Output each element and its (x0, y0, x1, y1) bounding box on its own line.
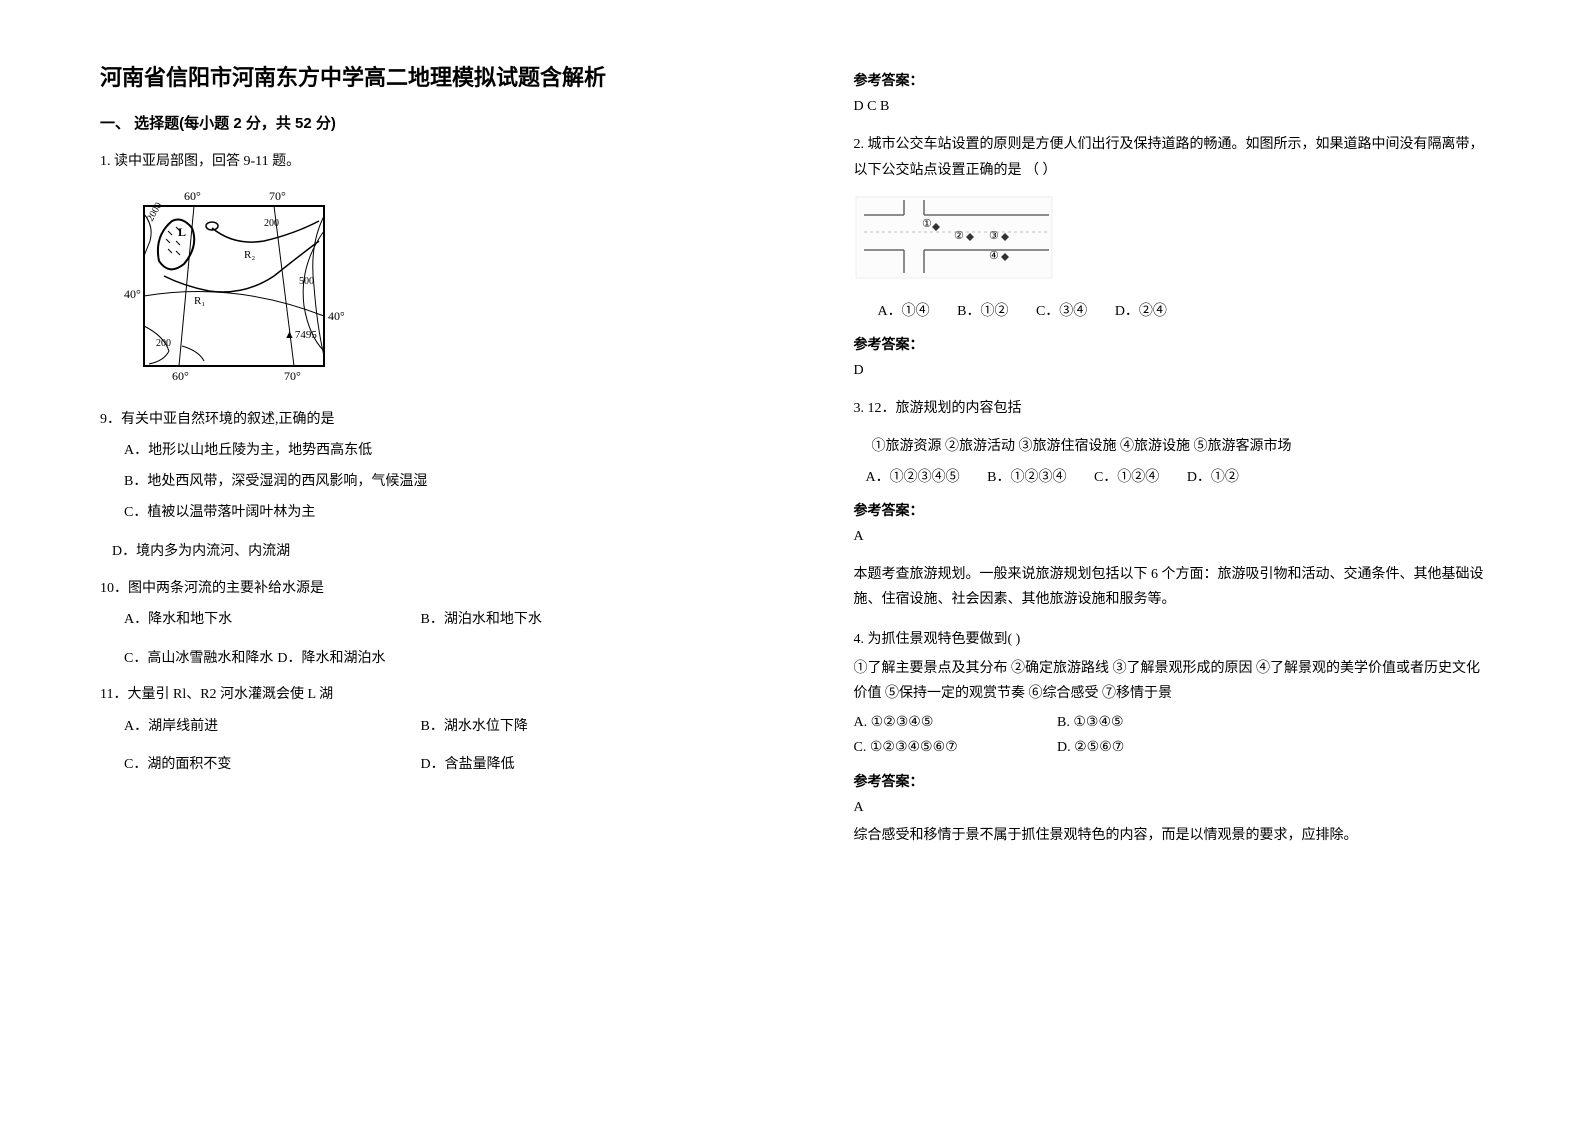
svg-text:40°: 40° (328, 309, 344, 323)
q2-opt-c: C．③④ (1036, 304, 1087, 319)
svg-text:④: ④ (989, 250, 999, 262)
svg-text:L: L (178, 225, 186, 239)
q2-ans: D (854, 360, 1488, 382)
q11-opt-b: B．湖水水位下降 (421, 712, 714, 743)
q4-opts-row1: A. ①②③④⑤ B. ①③④⑤ (854, 710, 1488, 735)
svg-text:60°: 60° (172, 369, 189, 383)
q1-prompt: 1. 读中亚局部图，回答 9-11 题。 (100, 149, 734, 174)
map-figure: L ▲7495 60° 70° 60° 70° 40° 40° R₁ R₂ (124, 186, 734, 391)
q3-opt-a: A．①②③④⑤ (866, 470, 960, 485)
q3-explain: 本题考查旅游规划。一般来说旅游规划包括以下 6 个方面：旅游吸引物和活动、交通条… (854, 562, 1488, 612)
q4-explain: 综合感受和移情于景不属于抓住景观特色的内容，而是以情观景的要求，应排除。 (854, 823, 1488, 848)
svg-text:R₂: R₂ (244, 249, 255, 261)
right-column: 参考答案： D C B 2. 城市公交车站设置的原则是方便人们出行及保持道路的畅… (794, 60, 1508, 1062)
svg-text:200: 200 (264, 218, 279, 229)
svg-text:500: 500 (299, 276, 314, 287)
q9-options: A．地形以山地丘陵为主，地势西高东低 B．地处西风带，深受湿润的西风影响，气候温… (124, 436, 734, 528)
q3-ans-label: 参考答案： (854, 500, 1488, 520)
q9-opt-c: C．植被以温带落叶阔叶林为主 (124, 498, 734, 529)
q3-text: 3. 12．旅游规划的内容包括 (854, 396, 1488, 421)
q11-opt-c: C．湖的面积不变 (124, 750, 417, 781)
q11-options-2: C．湖的面积不变 D．含盐量降低 (124, 750, 734, 781)
q3-items: ①旅游资源 ②旅游活动 ③旅游住宿设施 ④旅游设施 ⑤旅游客源市场 (872, 434, 1488, 459)
q9-opt-d: D．境内多为内流河、内流湖 (112, 537, 734, 568)
q4-opt-d: D. ②⑤⑥⑦ (1057, 735, 1124, 760)
q10-text: 10．图中两条河流的主要补给水源是 (100, 576, 734, 601)
q11-options: A．湖岸线前进 B．湖水水位下降 (124, 712, 734, 743)
q4-opt-b: B. ①③④⑤ (1057, 710, 1124, 735)
q4-ans-label: 参考答案： (854, 771, 1488, 791)
q2-text: 2. 城市公交车站设置的原则是方便人们出行及保持道路的畅通。如图所示，如果道路中… (854, 132, 1488, 182)
q9-opt-b: B．地处西风带，深受湿润的西风影响，气候温湿 (124, 467, 734, 498)
q3-opt-d: D．①② (1187, 470, 1239, 485)
bus-svg: ① ② ③ ④ (854, 195, 1054, 280)
bus-diagram: ① ② ③ ④ (854, 195, 1488, 285)
q9-text: 9．有关中亚自然环境的叙述,正确的是 (100, 407, 734, 432)
svg-text:40°: 40° (124, 287, 141, 301)
svg-text:70°: 70° (284, 369, 301, 383)
q3-opt-c: C．①②④ (1094, 470, 1159, 485)
q2-opt-b: B．①② (957, 304, 1008, 319)
q3-opt-b: B．①②③④ (987, 470, 1066, 485)
svg-text:③: ③ (989, 230, 999, 242)
q9-opt-a: A．地形以山地丘陵为主，地势西高东低 (124, 436, 734, 467)
q11-opt-a: A．湖岸线前进 (124, 712, 417, 743)
q3-ans: A (854, 526, 1488, 548)
svg-text:R₁: R₁ (194, 295, 205, 307)
q4-opts-row2: C. ①②③④⑤⑥⑦ D. ②⑤⑥⑦ (854, 735, 1488, 760)
q10-options-2: C．高山冰雪融水和降水 D．降水和湖泊水 (124, 644, 734, 675)
q10-opt-c: C．高山冰雪融水和降水 (124, 651, 273, 666)
map-svg: L ▲7495 60° 70° 60° 70° 40° 40° R₁ R₂ (124, 186, 344, 386)
q4-opt-a: A. ①②③④⑤ (854, 710, 1054, 735)
q2-options: A．①④ B．①② C．③④ D．②④ (878, 299, 1488, 324)
section-header: 一、 选择题(每小题 2 分，共 52 分) (100, 112, 734, 133)
page-title: 河南省信阳市河南东方中学高二地理模拟试题含解析 (100, 60, 734, 92)
q4-ans: A (854, 797, 1488, 819)
svg-text:②: ② (954, 230, 964, 242)
q4-opt-c: C. ①②③④⑤⑥⑦ (854, 735, 1054, 760)
q10-opt-a: A．降水和地下水 (124, 605, 417, 636)
q3-options: A．①②③④⑤ B．①②③④ C．①②④ D．①② (866, 465, 1488, 490)
q10-opt-b: B．湖泊水和地下水 (421, 605, 714, 636)
q11-text: 11．大量引 Rl、R2 河水灌溉会使 L 湖 (100, 682, 734, 707)
svg-text:200: 200 (156, 338, 171, 349)
left-column: 河南省信阳市河南东方中学高二地理模拟试题含解析 一、 选择题(每小题 2 分，共… (80, 60, 794, 1062)
ans1-val: D C B (854, 96, 1488, 118)
q11-opt-d: D．含盐量降低 (421, 750, 714, 781)
svg-text:60°: 60° (184, 189, 201, 203)
q10-opt-d: D．降水和湖泊水 (277, 651, 385, 666)
svg-text:2000: 2000 (145, 201, 165, 224)
ans1-label: 参考答案： (854, 70, 1488, 90)
q2-opt-d: D．②④ (1115, 304, 1167, 319)
q2-opt-a: A．①④ (878, 304, 930, 319)
q4-items: ①了解主要景点及其分布 ②确定旅游路线 ③了解景观形成的原因 ④了解景观的美学价… (854, 656, 1488, 706)
q10-options: A．降水和地下水 B．湖泊水和地下水 (124, 605, 734, 636)
q2-ans-label: 参考答案： (854, 334, 1488, 354)
svg-text:①: ① (922, 218, 932, 230)
svg-text:70°: 70° (269, 189, 286, 203)
q4-text: 4. 为抓住景观特色要做到( ) (854, 627, 1488, 652)
svg-text:▲7495: ▲7495 (284, 329, 317, 341)
